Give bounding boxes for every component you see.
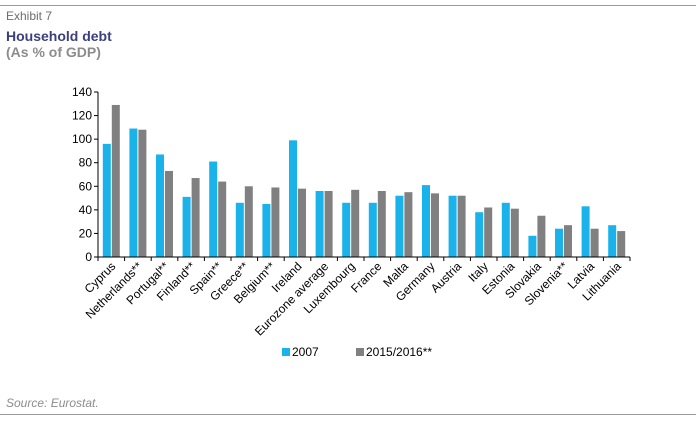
bar-2015-2016: [191, 178, 200, 257]
bar-2007: [395, 195, 404, 257]
bar-2007: [289, 140, 297, 257]
bar-2015-2016: [324, 191, 333, 257]
x-axis: CyprusNetherlands**Portugal**Finland**Sp…: [82, 256, 631, 338]
legend-label: 2007: [292, 345, 319, 359]
bar-2015-2016: [271, 187, 280, 257]
bar-2007: [448, 195, 457, 257]
bar-2015-2016: [590, 228, 599, 257]
top-rule: [0, 5, 696, 6]
bottom-rule: [0, 414, 696, 415]
bar-2015-2016: [484, 207, 493, 257]
bar-2007: [475, 212, 484, 257]
bar-2015-2016: [244, 186, 253, 257]
legend: 2007 2015/2016**: [282, 345, 432, 359]
x-tick-label: France: [348, 259, 385, 296]
bar-2007: [102, 143, 111, 257]
y-axis: 0 20 40 60 80 100 120 140: [72, 85, 99, 264]
x-tick-label: Austria: [428, 259, 465, 296]
bars-group: [102, 104, 626, 257]
y-tick-label: 60: [79, 179, 93, 193]
bar-2015-2016: [431, 193, 439, 257]
bar-2007: [129, 128, 138, 257]
bar-2015-2016: [298, 188, 306, 257]
bar-2015-2016: [404, 192, 413, 257]
y-tick-label: 120: [72, 109, 92, 123]
bar-2007: [555, 228, 563, 257]
bar-2015-2016: [564, 225, 572, 257]
y-tick-label: 100: [72, 132, 92, 146]
bar-2007: [608, 225, 617, 257]
bar-2007: [342, 202, 351, 257]
bar-2015-2016: [165, 170, 173, 257]
bar-2007: [528, 235, 537, 257]
bar-2007: [315, 191, 324, 257]
bar-2015-2016: [138, 129, 147, 257]
legend-label: 2015/2016**: [366, 345, 432, 359]
legend-swatch: [282, 348, 290, 356]
bar-2015-2016: [218, 181, 227, 257]
bar-2015-2016: [351, 189, 360, 257]
source-note: Source: Eurostat.: [6, 396, 99, 410]
bar-2007: [156, 154, 164, 257]
bar-2015-2016: [510, 208, 519, 257]
chart-title: Household debt: [6, 28, 112, 44]
bar-2007: [422, 185, 430, 257]
bar-2007: [581, 206, 590, 257]
exhibit-label: Exhibit 7: [6, 9, 53, 23]
bar-2007: [209, 161, 218, 257]
y-tick-label: 20: [79, 226, 93, 240]
y-tick-label: 140: [72, 85, 92, 99]
bar-2007: [368, 202, 377, 257]
bar-2007: [182, 196, 191, 257]
y-tick-label: 0: [85, 250, 92, 264]
bar-2015-2016: [617, 231, 626, 257]
bar-2007: [262, 203, 271, 257]
bar-2015-2016: [377, 191, 386, 257]
y-tick-label: 80: [79, 156, 93, 170]
legend-swatch: [356, 348, 364, 356]
bar-2007: [235, 202, 244, 257]
bar-2007: [501, 202, 510, 257]
chart-subtitle: (As % of GDP): [6, 44, 101, 60]
bar-2015-2016: [537, 215, 546, 257]
y-tick-label: 40: [79, 203, 93, 217]
bar-2015-2016: [111, 104, 120, 257]
bar-2015-2016: [457, 195, 466, 257]
